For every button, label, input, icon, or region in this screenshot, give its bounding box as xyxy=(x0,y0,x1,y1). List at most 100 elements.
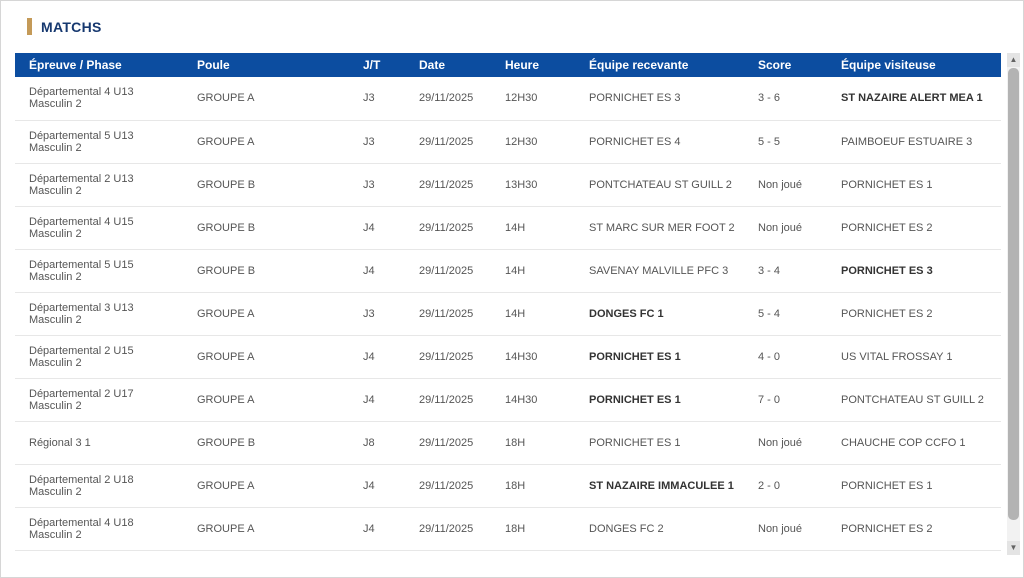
cell-score: 2 - 0 xyxy=(744,464,827,508)
cell-jt: J3 xyxy=(349,120,405,164)
cell-date: 29/11/2025 xyxy=(405,421,491,465)
cell-score: Non joué xyxy=(744,507,827,551)
cell-date: 29/11/2025 xyxy=(405,206,491,250)
title-accent-bar xyxy=(27,18,32,35)
cell-home: SAVENAY MALVILLE PFC 3 xyxy=(575,249,744,293)
cell-home: PONTCHATEAU ST GUILL 2 xyxy=(575,163,744,207)
cell-poule: GROUPE B xyxy=(183,421,349,465)
table-row: Départemental 3 U13 Masculin 2 GROUPE A J3… xyxy=(15,292,1001,336)
cell-epreuve: Départemental 2 U15 Masculin 2 xyxy=(15,335,183,379)
cell-date: 29/11/2025 xyxy=(405,378,491,422)
cell-away: PORNICHET ES 2 xyxy=(827,206,1001,250)
cell-jt: J3 xyxy=(349,77,405,121)
cell-jt: J3 xyxy=(349,292,405,336)
cell-jt: J4 xyxy=(349,464,405,508)
cell-date: 29/11/2025 xyxy=(405,507,491,551)
cell-score: Non joué xyxy=(744,163,827,207)
cell-date: 29/11/2025 xyxy=(405,292,491,336)
vertical-scrollbar[interactable]: ▲ ▼ xyxy=(1007,53,1020,555)
cell-epreuve: Départemental 2 U18 Masculin 2 xyxy=(15,464,183,508)
cell-score: Non joué xyxy=(744,421,827,465)
cell-jt: J4 xyxy=(349,378,405,422)
cell-away: CHAUCHE COP CCFO 1 xyxy=(827,421,1001,465)
cell-away: PORNICHET ES 1 xyxy=(827,464,1001,508)
header-row: Épreuve / Phase Poule J/T Date Heure Équipe r… xyxy=(15,53,1001,77)
column-header-heure: Heure xyxy=(491,53,575,77)
cell-heure: 12H30 xyxy=(491,120,575,164)
cell-epreuve: Départemental 4 U13 Masculin 2 xyxy=(15,77,183,121)
column-header-away: Équipe visiteuse xyxy=(827,53,1001,77)
cell-poule: GROUPE B xyxy=(183,163,349,207)
table-row: Départemental 4 U15 Masculin 2 GROUPE B J4… xyxy=(15,206,1001,250)
cell-poule: GROUPE A xyxy=(183,77,349,121)
cell-poule: GROUPE A xyxy=(183,464,349,508)
cell-jt: J3 xyxy=(349,163,405,207)
cell-score: Non joué xyxy=(744,206,827,250)
cell-score: 4 - 0 xyxy=(744,335,827,379)
cell-epreuve: Départemental 2 U13 Masculin 2 xyxy=(15,163,183,207)
column-header-epreuve: Épreuve / Phase xyxy=(15,53,183,77)
cell-heure: 14H xyxy=(491,249,575,293)
page-title: MATCHS xyxy=(41,18,102,35)
cell-epreuve: Départemental 3 U13 Masculin 2 xyxy=(15,292,183,336)
table-row: Départemental 2 U13 Masculin 2 GROUPE B J3… xyxy=(15,163,1001,207)
table-row: Départemental 2 U18 Masculin 2 GROUPE A J4… xyxy=(15,464,1001,508)
table-row: Départemental 4 U13 Masculin 2 GROUPE A J3… xyxy=(15,77,1001,121)
table-header: Épreuve / Phase Poule J/T Date Heure Équipe r… xyxy=(15,53,1001,77)
cell-home: DONGES FC 1 xyxy=(575,292,744,336)
cell-home: PORNICHET ES 1 xyxy=(575,378,744,422)
cell-score: 3 - 4 xyxy=(744,249,827,293)
table-row: Départemental 5 U13 Masculin 2 GROUPE A J3… xyxy=(15,120,1001,164)
cell-poule: GROUPE B xyxy=(183,249,349,293)
cell-poule: GROUPE A xyxy=(183,507,349,551)
column-header-home: Équipe recevante xyxy=(575,53,744,77)
cell-home: DONGES FC 2 xyxy=(575,507,744,551)
cell-away: PORNICHET ES 3 xyxy=(827,249,1001,293)
cell-heure: 14H xyxy=(491,206,575,250)
cell-poule: GROUPE A xyxy=(183,335,349,379)
cell-epreuve: Départemental 4 U15 Masculin 2 xyxy=(15,206,183,250)
cell-epreuve: Départemental 2 U17 Masculin 2 xyxy=(15,378,183,422)
cell-away: PONTCHATEAU ST GUILL 2 xyxy=(827,378,1001,422)
cell-home: PORNICHET ES 1 xyxy=(575,335,744,379)
column-header-score: Score xyxy=(744,53,827,77)
cell-away: PORNICHET ES 2 xyxy=(827,292,1001,336)
table-row: Régional 3 1 GROUPE B J8 29/11/2025 18H PORNI… xyxy=(15,421,1001,465)
cell-heure: 14H30 xyxy=(491,378,575,422)
scroll-up-icon[interactable]: ▲ xyxy=(1007,53,1020,67)
cell-poule: GROUPE A xyxy=(183,378,349,422)
cell-home: PORNICHET ES 3 xyxy=(575,77,744,121)
cell-score: 3 - 6 xyxy=(744,77,827,121)
cell-poule: GROUPE B xyxy=(183,206,349,250)
cell-jt: J4 xyxy=(349,206,405,250)
cell-jt: J4 xyxy=(349,249,405,293)
cell-score: 7 - 0 xyxy=(744,378,827,422)
cell-away: US VITAL FROSSAY 1 xyxy=(827,335,1001,379)
cell-poule: GROUPE A xyxy=(183,120,349,164)
cell-heure: 18H xyxy=(491,421,575,465)
cell-epreuve: Départemental 5 U15 Masculin 2 xyxy=(15,249,183,293)
cell-jt: J8 xyxy=(349,421,405,465)
cell-heure: 12H30 xyxy=(491,77,575,121)
matches-table: Épreuve / Phase Poule J/T Date Heure Équipe r… xyxy=(15,53,1001,551)
column-header-date: Date xyxy=(405,53,491,77)
cell-score: 5 - 5 xyxy=(744,120,827,164)
cell-home: ST MARC SUR MER FOOT 2 xyxy=(575,206,744,250)
cell-heure: 14H30 xyxy=(491,335,575,379)
table-row: Départemental 5 U15 Masculin 2 GROUPE B J4… xyxy=(15,249,1001,293)
cell-date: 29/11/2025 xyxy=(405,77,491,121)
table-body: Départemental 4 U13 Masculin 2 GROUPE A J3… xyxy=(15,77,1001,551)
cell-poule: GROUPE A xyxy=(183,292,349,336)
cell-date: 29/11/2025 xyxy=(405,464,491,508)
cell-date: 29/11/2025 xyxy=(405,335,491,379)
cell-home: PORNICHET ES 1 xyxy=(575,421,744,465)
cell-heure: 18H xyxy=(491,507,575,551)
cell-epreuve: Départemental 5 U13 Masculin 2 xyxy=(15,120,183,164)
cell-epreuve: Départemental 4 U18 Masculin 2 xyxy=(15,507,183,551)
scrollbar-thumb[interactable] xyxy=(1008,68,1019,520)
scroll-down-icon[interactable]: ▼ xyxy=(1007,541,1020,555)
table-row: Départemental 4 U18 Masculin 2 GROUPE A J4… xyxy=(15,507,1001,551)
cell-home: PORNICHET ES 4 xyxy=(575,120,744,164)
table-row: Départemental 2 U17 Masculin 2 GROUPE A J4… xyxy=(15,378,1001,422)
cell-heure: 14H xyxy=(491,292,575,336)
